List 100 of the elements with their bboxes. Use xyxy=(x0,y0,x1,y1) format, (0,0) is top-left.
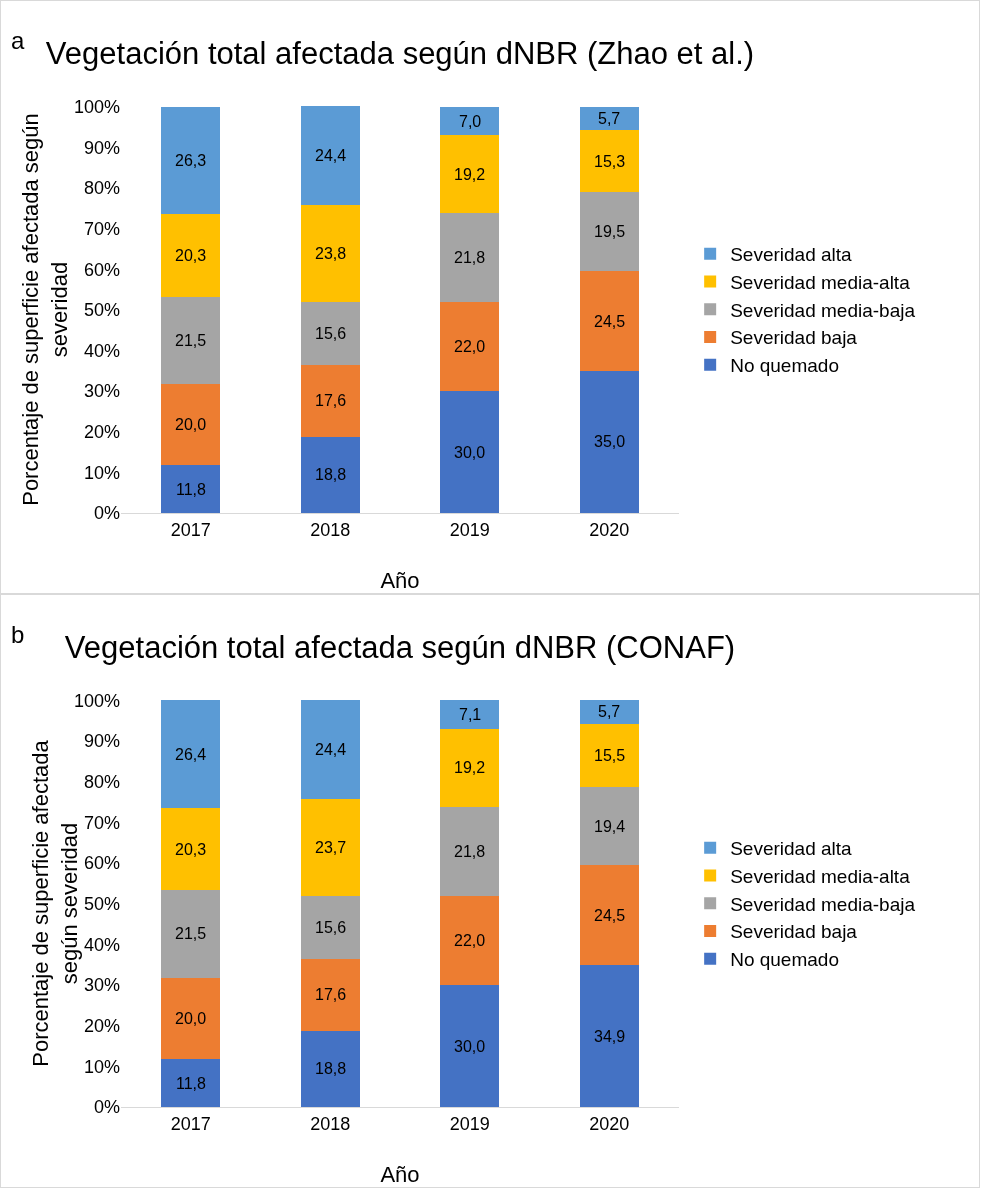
bar xyxy=(161,296,221,384)
data-label: 21,5 xyxy=(175,925,207,942)
bar xyxy=(579,700,639,724)
data-label: 7,1 xyxy=(459,706,482,723)
data-label: 15,5 xyxy=(594,747,626,764)
bar xyxy=(579,106,639,130)
y-tick-label: 50% xyxy=(83,894,120,914)
data-label: 21,8 xyxy=(454,843,486,860)
legend-label: No quemado xyxy=(730,355,839,377)
y-tick-label: 80% xyxy=(83,178,120,199)
y-tick-label: 90% xyxy=(83,137,120,158)
data-label: 26,4 xyxy=(175,746,207,763)
data-label: 19,2 xyxy=(454,759,486,776)
y-tick-label: 90% xyxy=(83,731,120,752)
x-axis-title: Año xyxy=(380,568,420,593)
data-label: 24,4 xyxy=(315,147,347,164)
bar xyxy=(300,959,360,1031)
chart-title: Vegetación total afectada según dNBR (Zhao et al.) xyxy=(45,36,755,72)
bar xyxy=(300,436,360,513)
bar xyxy=(579,129,639,193)
data-label: 34,9 xyxy=(594,1028,626,1045)
data-label: 21,8 xyxy=(454,249,486,266)
data-label: 11,8 xyxy=(176,481,207,498)
data-label: 19,4 xyxy=(594,818,626,835)
data-label: 22,0 xyxy=(454,932,486,949)
x-tick-label: 2019 xyxy=(449,1113,490,1134)
x-tick-label: 2018 xyxy=(310,519,351,540)
x-tick-label: 2017 xyxy=(170,519,211,540)
bar xyxy=(161,977,221,1060)
x-tick-label: 2020 xyxy=(589,519,630,540)
y-tick-label: 10% xyxy=(83,1056,120,1077)
x-axis-title: Año xyxy=(380,1162,420,1187)
legend-label: Severidad alta xyxy=(730,838,853,860)
data-label: 5,7 xyxy=(598,703,621,720)
data-label: 19,5 xyxy=(594,223,626,240)
text: b xyxy=(11,621,25,648)
legend-label: Severidad media-alta xyxy=(730,865,911,887)
y-tick-label: 20% xyxy=(83,1015,120,1036)
bar xyxy=(161,383,221,466)
y-axis-title: Porcentaje de superficie afectada según severidad xyxy=(28,739,82,1067)
bar xyxy=(440,391,500,513)
y-tick-label: 40% xyxy=(83,934,120,955)
bar xyxy=(161,1059,221,1107)
data-label: 35,0 xyxy=(594,433,626,450)
bar xyxy=(300,799,360,896)
bar xyxy=(440,985,500,1107)
data-label: 18,8 xyxy=(315,1060,347,1077)
bar xyxy=(579,192,639,272)
y-tick-label: 80% xyxy=(83,772,120,793)
y-tick-label: 70% xyxy=(83,218,120,239)
data-label: 22,0 xyxy=(454,338,486,355)
y-tick-label: 60% xyxy=(83,259,120,280)
y-tick-label: 100% xyxy=(73,97,120,118)
bar xyxy=(579,370,639,513)
legend-label: Severidad alta xyxy=(730,244,853,266)
data-label: 19,2 xyxy=(454,166,486,183)
data-label: 23,7 xyxy=(315,839,347,856)
bar xyxy=(440,106,500,136)
data-label: 20,0 xyxy=(175,1010,207,1027)
y-tick-label: 20% xyxy=(83,422,120,443)
bar xyxy=(440,728,500,807)
y-tick-label: 60% xyxy=(83,853,120,874)
bar xyxy=(300,1030,360,1107)
legend-label: Severidad baja xyxy=(730,327,858,349)
bar xyxy=(579,271,639,371)
bar xyxy=(440,301,500,392)
data-label: 5,7 xyxy=(598,110,621,127)
bar xyxy=(300,205,360,302)
data-label: 15,6 xyxy=(315,919,347,936)
y-tick-label: 30% xyxy=(83,975,120,996)
chart-title: Vegetación total afectada según dNBR (CONAF) xyxy=(64,630,736,666)
y-tick-label: 30% xyxy=(83,381,120,402)
x-tick-label: 2018 xyxy=(310,1113,351,1134)
data-label: 20,0 xyxy=(175,416,207,433)
bar xyxy=(161,107,221,215)
data-label: 15,3 xyxy=(594,153,626,170)
bar xyxy=(579,865,639,966)
data-label: 17,6 xyxy=(315,986,347,1003)
legend-label: Severidad media-baja xyxy=(730,299,916,321)
x-tick-label: 2019 xyxy=(449,519,490,540)
legend-label: No quemado xyxy=(730,949,839,971)
y-tick-label: 70% xyxy=(83,812,120,833)
bar xyxy=(440,213,500,302)
bar xyxy=(300,700,360,800)
bar xyxy=(300,301,360,366)
data-label: 24,4 xyxy=(315,741,347,758)
data-label: 23,8 xyxy=(315,245,347,262)
bar xyxy=(161,465,221,513)
data-label: 30,0 xyxy=(454,1038,486,1055)
bar xyxy=(161,214,221,297)
bar xyxy=(300,895,360,959)
bar xyxy=(440,700,500,729)
y-axis-title: Porcentaje de superficie afectada según severidad xyxy=(18,113,72,506)
bar xyxy=(440,895,500,986)
data-label: 26,3 xyxy=(175,152,207,169)
data-label: 17,6 xyxy=(315,392,347,409)
data-label: 20,3 xyxy=(175,841,207,858)
bar xyxy=(579,723,639,787)
y-tick-label: 0% xyxy=(93,1097,120,1118)
x-tick-label: 2020 xyxy=(589,1113,630,1134)
